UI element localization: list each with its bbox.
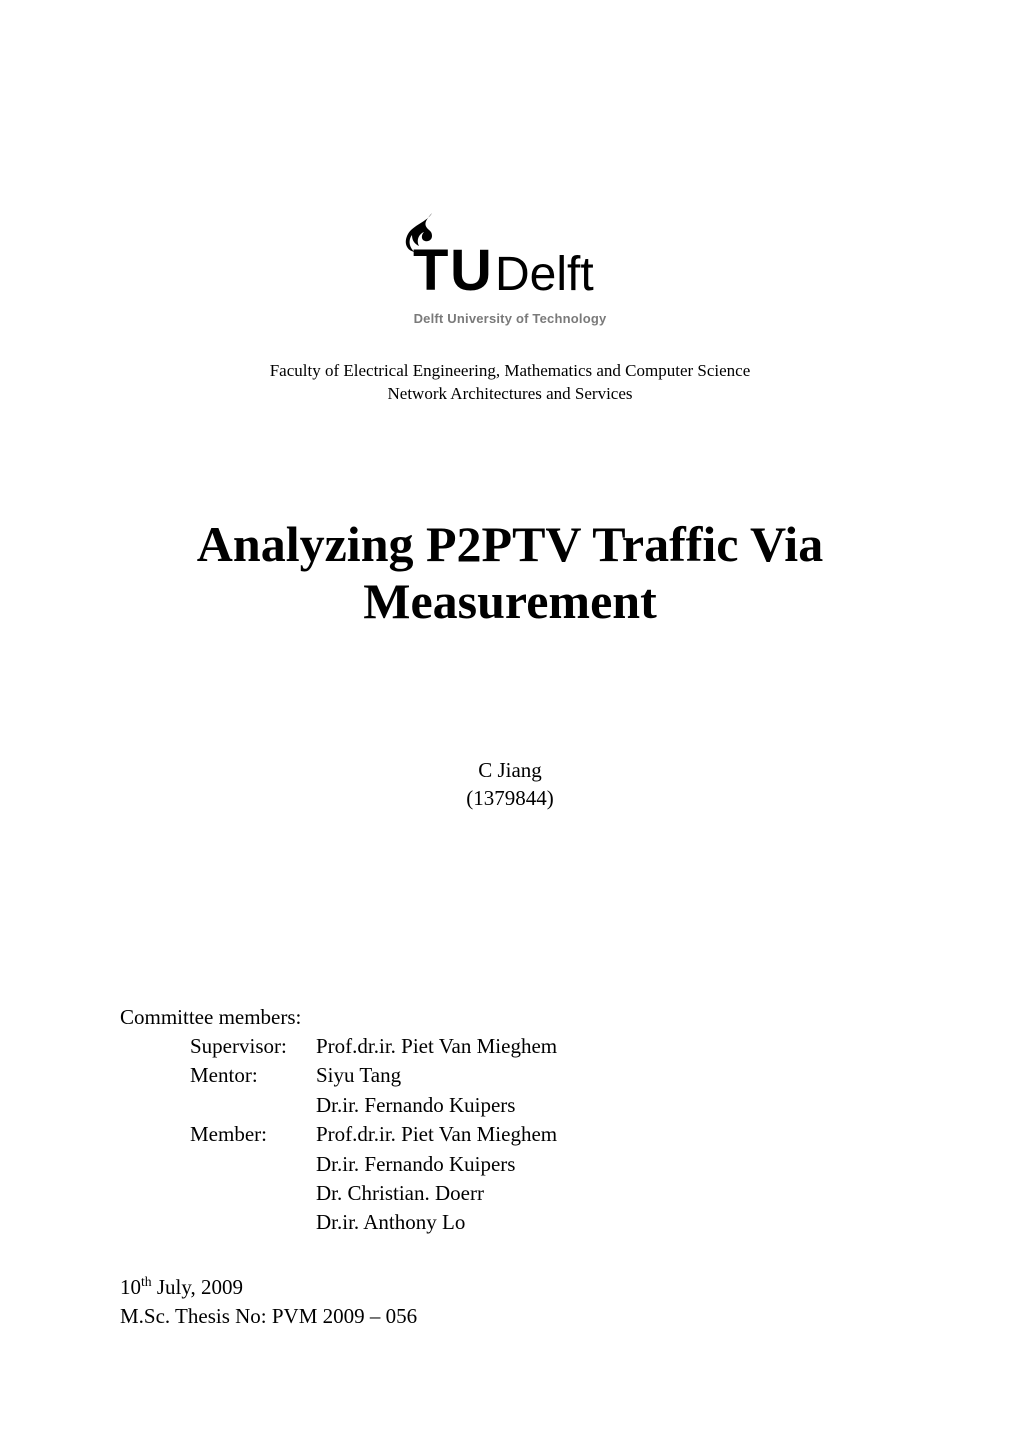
footer-block: 10th July, 2009 M.Sc. Thesis No: PVM 200… [120, 1272, 900, 1332]
faculty-line2: Network Architectures and Services [120, 383, 900, 406]
committee-row: Dr.ir. Fernando Kuipers [120, 1091, 900, 1120]
logo-subtitle: Delft University of Technology [120, 311, 900, 326]
committee-role: Member: [120, 1120, 290, 1149]
committee-role [120, 1091, 290, 1120]
committee-value: Dr.ir. Fernando Kuipers [290, 1150, 515, 1179]
committee-rows: Supervisor:Prof.dr.ir. Piet Van MieghemM… [120, 1032, 900, 1238]
committee-block: Committee members: Supervisor:Prof.dr.ir… [120, 1003, 900, 1238]
footer-thesis-no: M.Sc. Thesis No: PVM 2009 – 056 [120, 1302, 900, 1331]
faculty-block: Faculty of Electrical Engineering, Mathe… [120, 360, 900, 406]
committee-role [120, 1208, 290, 1237]
author-name: C Jiang [120, 756, 900, 784]
author-id: (1379844) [120, 784, 900, 812]
committee-row: Supervisor:Prof.dr.ir. Piet Van Mieghem [120, 1032, 900, 1061]
committee-row: Dr.ir. Anthony Lo [120, 1208, 900, 1237]
svg-text:U: U [450, 238, 492, 294]
page: T U Delft Delft University of Technology… [0, 0, 1020, 1443]
committee-row: Dr.ir. Fernando Kuipers [120, 1150, 900, 1179]
committee-role [120, 1179, 290, 1208]
title-line2: Measurement [120, 573, 900, 631]
svg-text:Delft: Delft [495, 248, 594, 294]
date-day: 10 [120, 1275, 141, 1299]
committee-row: Mentor:Siyu Tang [120, 1061, 900, 1090]
committee-role: Mentor: [120, 1061, 290, 1090]
committee-role [120, 1150, 290, 1179]
logo-block: T U Delft Delft University of Technology [120, 210, 900, 326]
date-ordinal: th [141, 1274, 152, 1289]
date-rest: July, 2009 [152, 1275, 243, 1299]
committee-value: Siyu Tang [290, 1061, 401, 1090]
committee-value: Prof.dr.ir. Piet Van Mieghem [290, 1032, 557, 1061]
committee-value: Dr.ir. Fernando Kuipers [290, 1091, 515, 1120]
committee-heading: Committee members: [120, 1003, 900, 1032]
committee-value: Dr.ir. Anthony Lo [290, 1208, 465, 1237]
title-line1: Analyzing P2PTV Traffic Via [120, 516, 900, 574]
svg-text:T: T [413, 238, 448, 294]
committee-value: Dr. Christian. Doerr [290, 1179, 484, 1208]
tudelft-logo-icon: T U Delft [385, 210, 635, 294]
footer-date: 10th July, 2009 [120, 1272, 900, 1302]
title-block: Analyzing P2PTV Traffic Via Measurement [120, 516, 900, 631]
committee-row: Dr. Christian. Doerr [120, 1179, 900, 1208]
faculty-line1: Faculty of Electrical Engineering, Mathe… [120, 360, 900, 383]
committee-value: Prof.dr.ir. Piet Van Mieghem [290, 1120, 557, 1149]
author-block: C Jiang (1379844) [120, 756, 900, 813]
committee-role: Supervisor: [120, 1032, 290, 1061]
committee-row: Member:Prof.dr.ir. Piet Van Mieghem [120, 1120, 900, 1149]
